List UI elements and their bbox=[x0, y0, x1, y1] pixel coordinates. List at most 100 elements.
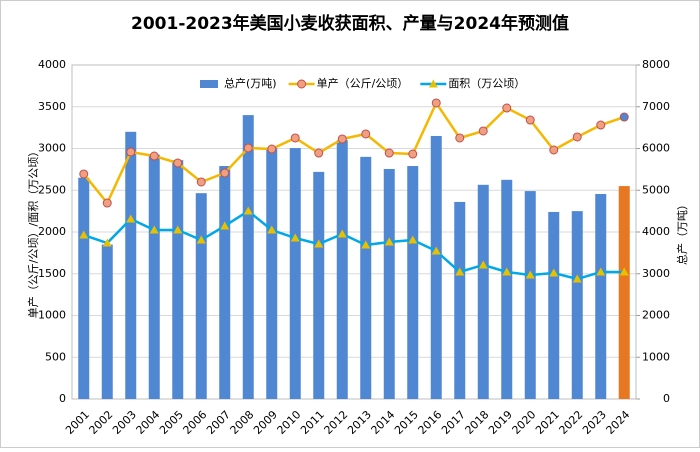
y2-tick-label: 4000 bbox=[642, 225, 670, 238]
marker bbox=[455, 133, 465, 143]
y2-tick-label: 1000 bbox=[642, 350, 670, 363]
marker bbox=[149, 151, 159, 161]
y2-tick-label: 0 bbox=[663, 392, 670, 405]
bar bbox=[195, 193, 207, 399]
marker bbox=[596, 267, 606, 276]
marker bbox=[478, 126, 488, 136]
legend-swatch bbox=[200, 80, 218, 88]
marker bbox=[384, 148, 394, 158]
marker bbox=[596, 120, 606, 130]
marker bbox=[455, 267, 465, 276]
marker bbox=[149, 225, 159, 234]
y2-tick-label: 2000 bbox=[642, 309, 670, 322]
bar bbox=[477, 184, 489, 399]
bar bbox=[219, 166, 231, 399]
marker bbox=[79, 230, 89, 239]
marker bbox=[337, 134, 347, 144]
marker bbox=[290, 133, 300, 143]
y-tick-label: 2500 bbox=[38, 183, 66, 196]
marker bbox=[102, 198, 112, 208]
legend-label: 总产(万吨) bbox=[224, 76, 277, 90]
marker bbox=[361, 240, 371, 249]
marker bbox=[361, 129, 371, 139]
y-tick-label: 4000 bbox=[38, 58, 66, 71]
bar bbox=[266, 148, 278, 399]
marker bbox=[126, 147, 136, 157]
marker bbox=[196, 235, 206, 244]
marker bbox=[572, 274, 582, 283]
legend-marker bbox=[428, 79, 438, 88]
marker bbox=[525, 270, 535, 279]
marker bbox=[267, 144, 277, 154]
y2-tick-label: 6000 bbox=[642, 142, 670, 155]
plot-border bbox=[71, 64, 637, 400]
bar bbox=[242, 115, 254, 399]
marker bbox=[314, 239, 324, 248]
y-axis-label: 单产（公斤/公顷）/面积（万公顷） bbox=[26, 146, 40, 318]
marker bbox=[290, 233, 300, 242]
marker bbox=[549, 268, 559, 277]
bar bbox=[524, 191, 536, 399]
marker bbox=[478, 260, 488, 269]
legend-label: 面积（万公顷） bbox=[448, 77, 525, 90]
bar bbox=[571, 211, 583, 399]
bar bbox=[172, 160, 184, 399]
marker bbox=[314, 148, 324, 158]
legend-label: 单产（公斤/公顷） bbox=[317, 76, 409, 90]
marker bbox=[572, 132, 582, 142]
bar bbox=[430, 135, 442, 399]
y2-tick-label: 5000 bbox=[642, 183, 670, 196]
bar bbox=[454, 201, 466, 399]
bar bbox=[360, 156, 372, 399]
bar bbox=[148, 154, 160, 399]
marker bbox=[337, 229, 347, 238]
y-tick-label: 0 bbox=[59, 392, 66, 405]
bar bbox=[407, 166, 419, 399]
marker bbox=[502, 267, 512, 276]
marker bbox=[196, 177, 206, 187]
marker bbox=[173, 225, 183, 234]
marker bbox=[243, 206, 253, 215]
marker bbox=[431, 98, 441, 108]
marker bbox=[619, 112, 629, 122]
bar bbox=[595, 194, 607, 399]
marker bbox=[126, 214, 136, 223]
bar bbox=[78, 177, 90, 399]
marker bbox=[243, 143, 253, 153]
bar bbox=[383, 168, 395, 399]
y2-tick-label: 7000 bbox=[642, 100, 670, 113]
bar bbox=[501, 179, 513, 399]
marker bbox=[384, 237, 394, 246]
marker bbox=[619, 267, 629, 276]
marker bbox=[79, 169, 89, 179]
bar bbox=[548, 211, 560, 399]
marker bbox=[102, 238, 112, 247]
y-tick-label: 2000 bbox=[38, 225, 66, 238]
y-tick-label: 1500 bbox=[38, 267, 66, 280]
bar bbox=[101, 244, 113, 399]
marker bbox=[431, 246, 441, 255]
chart-title: 2001-2023年美国小麦收获面积、产量与2024年预测值 bbox=[131, 13, 569, 34]
marker bbox=[408, 235, 418, 244]
y2-tick-label: 8000 bbox=[642, 58, 670, 71]
y2-axis-label: 总产（万吨） bbox=[675, 199, 689, 265]
y-tick-label: 3500 bbox=[38, 100, 66, 113]
y-tick-label: 1000 bbox=[38, 309, 66, 322]
marker bbox=[408, 149, 418, 159]
y-tick-label: 3000 bbox=[38, 142, 66, 155]
y2-tick-label: 3000 bbox=[642, 267, 670, 280]
bar bbox=[336, 140, 348, 399]
line bbox=[83, 209, 625, 281]
bar bbox=[313, 171, 325, 399]
bar bbox=[125, 131, 137, 400]
marker bbox=[173, 158, 183, 168]
bar bbox=[618, 186, 630, 399]
marker bbox=[549, 145, 559, 155]
marker bbox=[267, 225, 277, 234]
legend-marker bbox=[297, 79, 307, 89]
marker bbox=[220, 221, 230, 230]
marker bbox=[502, 103, 512, 113]
bar bbox=[289, 148, 301, 399]
